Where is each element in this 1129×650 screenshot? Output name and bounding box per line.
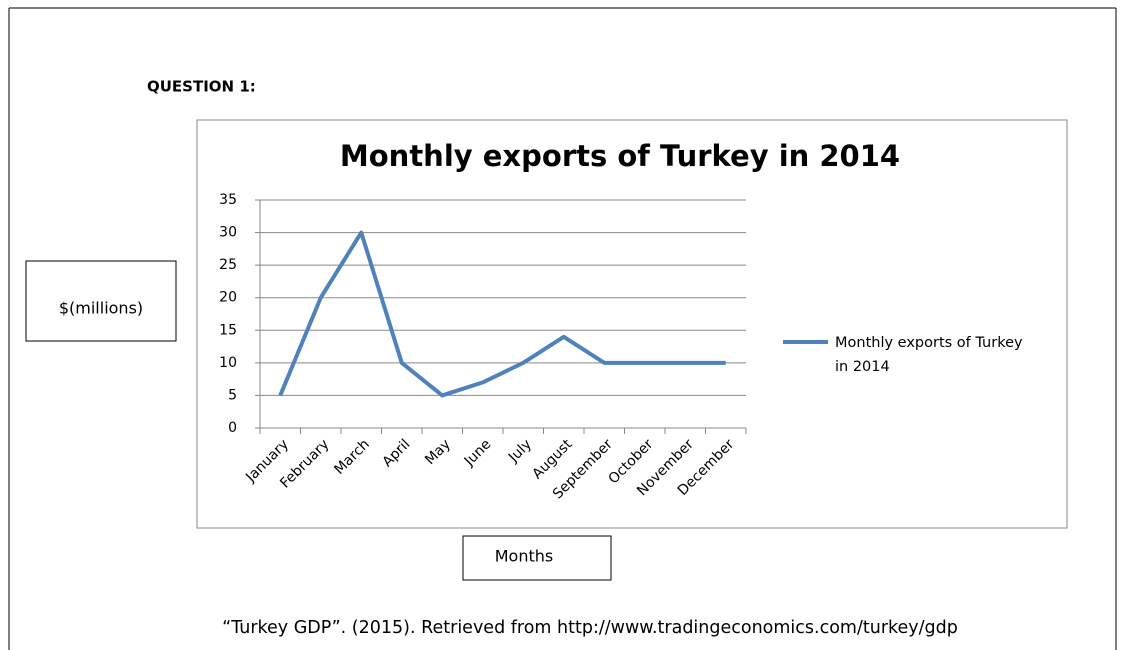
y-tick-label: 15	[219, 322, 237, 338]
y-tick-label: 25	[219, 257, 237, 273]
heading: QUESTION 1:	[147, 78, 256, 96]
legend-label: Monthly exports of Turkey in 2014	[835, 335, 1023, 375]
y-tick-label: 10	[219, 355, 237, 371]
y-axis-label: $(millions)	[59, 299, 143, 318]
y-tick-label: 35	[219, 192, 237, 208]
x-axis-label: Months	[495, 547, 553, 566]
citation: “Turkey GDP”. (2015). Retrieved from htt…	[222, 618, 958, 638]
y-tick-label: 20	[219, 290, 237, 306]
x-label-box	[462, 535, 612, 581]
data-line	[278, 230, 726, 398]
chart-frame	[196, 119, 1068, 529]
y-tick-label: 30	[219, 225, 237, 241]
chart-title: Monthly exports of Turkey in 2014	[340, 139, 900, 173]
y-tick-label: 5	[228, 387, 237, 403]
y-tick-label: 0	[228, 420, 237, 436]
y-label-box	[25, 260, 177, 342]
